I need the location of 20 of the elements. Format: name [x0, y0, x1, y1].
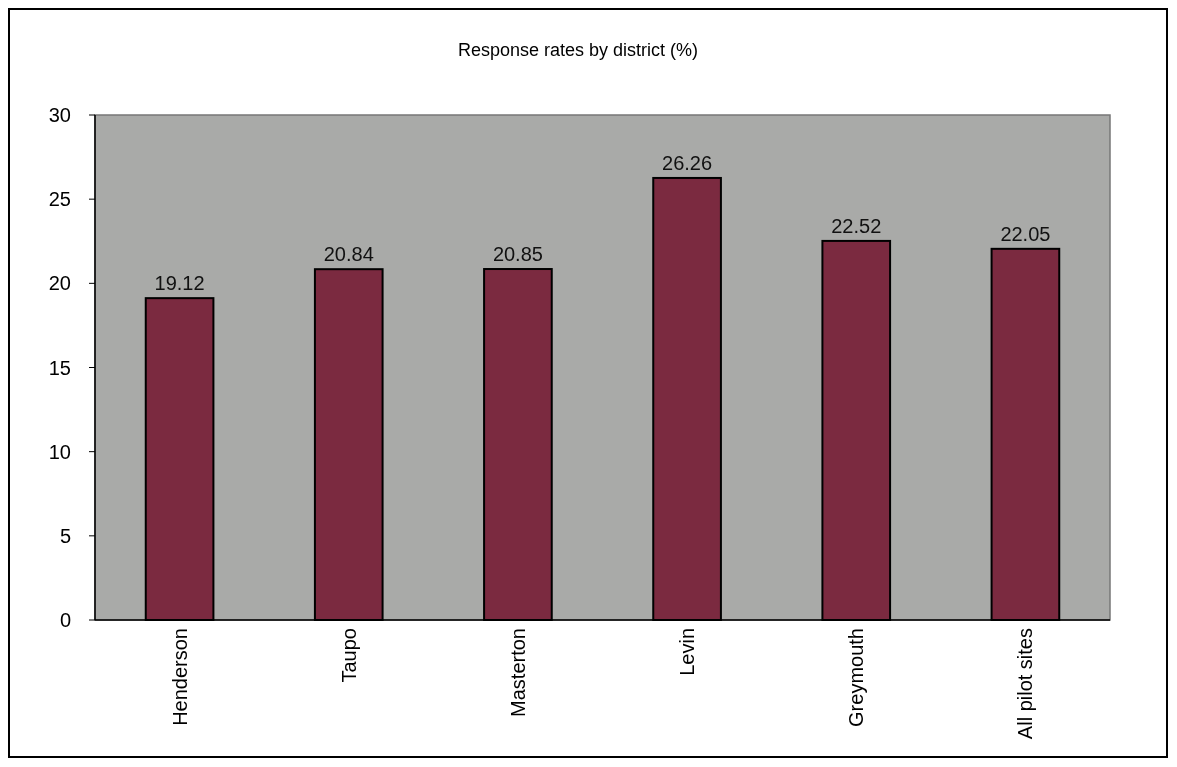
data-label: 19.12 [154, 272, 205, 295]
y-tick-label: 25 [48, 188, 71, 211]
y-tick-label: 5 [59, 524, 71, 547]
x-tick-label: All pilot sites [1014, 628, 1037, 740]
x-tick-label: Greymouth [845, 628, 868, 727]
data-label: 22.05 [1000, 222, 1051, 245]
y-tick-label: 20 [48, 272, 71, 295]
data-label: 26.26 [662, 151, 713, 174]
y-tick-label: 10 [48, 440, 71, 463]
x-tick-label: Henderson [168, 628, 191, 726]
chart-title: Response rates by district (%) [457, 40, 699, 60]
x-tick-label: Levin [676, 628, 699, 676]
data-label: 20.85 [492, 243, 543, 266]
x-tick-label: Taupo [337, 628, 360, 683]
y-tick-label: 15 [48, 356, 71, 379]
y-tick-label: 0 [59, 609, 71, 631]
x-tick-label: Masterton [506, 628, 529, 717]
data-label: 22.52 [831, 214, 882, 237]
data-label: 20.84 [323, 243, 374, 266]
y-tick-label: 30 [48, 104, 71, 126]
